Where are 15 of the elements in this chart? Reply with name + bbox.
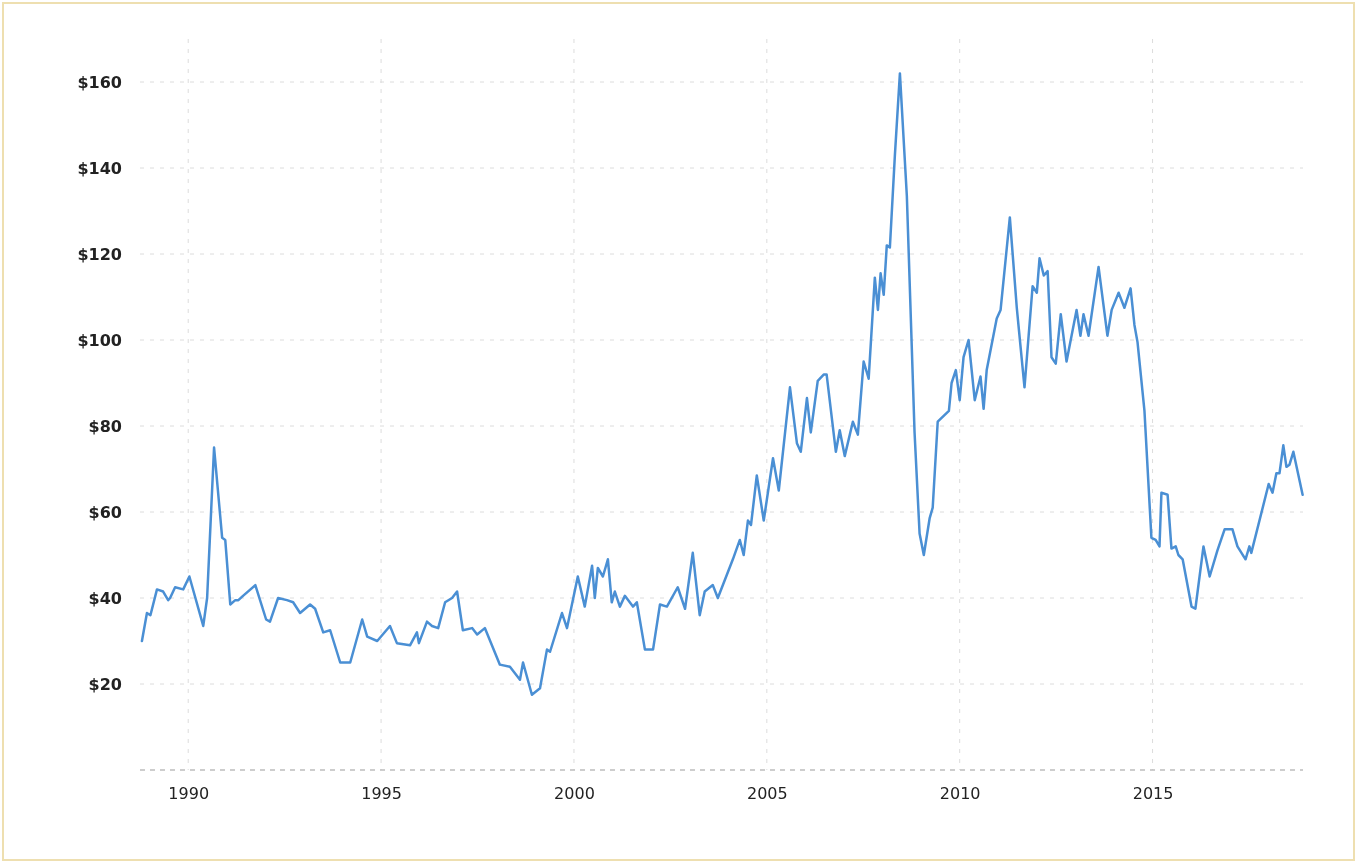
y-tick-label: $100 bbox=[77, 330, 122, 350]
x-tick-label: 1995 bbox=[361, 784, 402, 804]
x-tick-label: 1990 bbox=[168, 784, 210, 804]
y-tick-label: $140 bbox=[77, 158, 122, 178]
y-tick-label: $80 bbox=[88, 416, 122, 436]
y-tick-label: $120 bbox=[77, 244, 122, 264]
x-tick-label: 2015 bbox=[1132, 784, 1174, 804]
y-tick-label: $60 bbox=[88, 502, 122, 522]
y-tick-label: $20 bbox=[88, 674, 122, 694]
y-tick-label: $40 bbox=[88, 588, 122, 608]
x-tick-label: 2005 bbox=[746, 784, 788, 804]
x-tick-label: 2000 bbox=[554, 784, 595, 804]
x-tick-label: 2010 bbox=[939, 784, 981, 804]
y-tick-label: $160 bbox=[77, 72, 122, 92]
line-series bbox=[140, 72, 1304, 696]
